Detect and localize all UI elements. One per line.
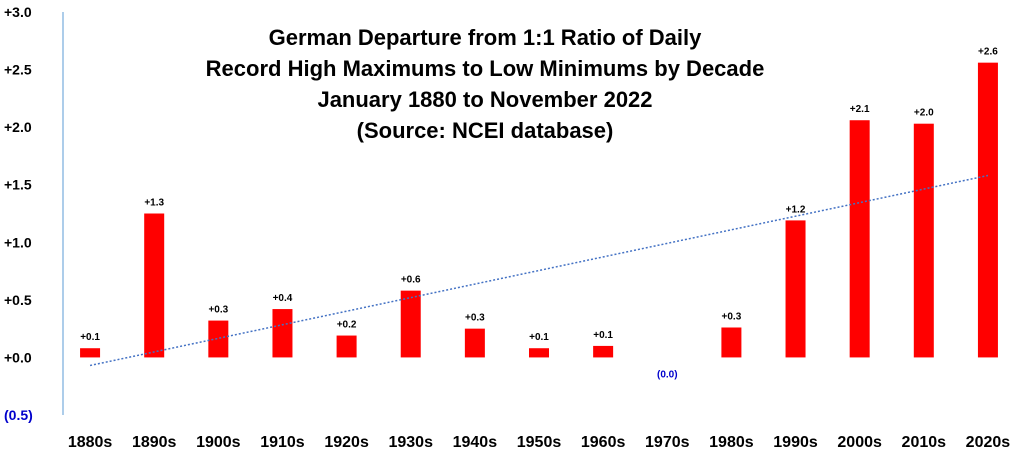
bars bbox=[80, 62, 998, 358]
x-tick-label: 2010s bbox=[902, 434, 947, 451]
data-label-1920s: +0.2 bbox=[337, 320, 357, 331]
chart-title-line-3: January 1880 to November 2022 bbox=[317, 87, 653, 112]
y-tick-label: +1.5 bbox=[4, 177, 32, 193]
chart-title-line-1: German Departure from 1:1 Ratio of Daily bbox=[268, 25, 702, 50]
data-label-1950s: +0.1 bbox=[529, 332, 549, 343]
x-tick-label: 2000s bbox=[837, 434, 882, 451]
data-label-1930s: +0.6 bbox=[401, 275, 421, 286]
bar-1940s bbox=[464, 328, 485, 358]
x-tick-label: 1950s bbox=[517, 434, 562, 451]
x-tick-label: 1960s bbox=[581, 434, 626, 451]
bar-1980s bbox=[721, 327, 742, 358]
x-tick-label: 1900s bbox=[196, 434, 241, 451]
x-tick-label: 1970s bbox=[645, 434, 690, 451]
y-axis-ticks: +3.0 +2.5 +2.0 +1.5 +1.0 +0.5 +0.0 (0.5) bbox=[4, 4, 33, 423]
y-tick-label: +0.5 bbox=[4, 292, 32, 308]
bar-1920s bbox=[336, 335, 357, 358]
x-tick-label: 1930s bbox=[388, 434, 433, 451]
data-label-1940s: +0.3 bbox=[465, 313, 485, 324]
data-label-2010s: +2.0 bbox=[914, 108, 934, 119]
x-tick-label: 1890s bbox=[132, 434, 177, 451]
data-labels: +0.1 +1.3 +0.3 +0.4 +0.2 +0.6 +0.3 +0.1 +0.1 (0.0… bbox=[80, 47, 998, 381]
bar-2020s bbox=[977, 62, 998, 358]
bar-1960s bbox=[593, 345, 614, 358]
y-tick-label: +3.0 bbox=[4, 4, 32, 20]
data-label-1960s: +0.1 bbox=[593, 330, 613, 341]
bar-2010s bbox=[913, 123, 934, 358]
data-label-1980s: +0.3 bbox=[722, 311, 742, 322]
x-tick-label: 1920s bbox=[324, 434, 369, 451]
bar-1880s bbox=[80, 348, 101, 358]
y-tick-label: +0.0 bbox=[4, 349, 32, 365]
data-label-1970s: (0.0) bbox=[657, 369, 678, 380]
x-tick-label: 1940s bbox=[453, 434, 498, 451]
x-tick-label: 1990s bbox=[773, 434, 818, 451]
y-tick-label: +2.5 bbox=[4, 62, 32, 78]
y-tick-label: (0.5) bbox=[4, 407, 33, 423]
y-tick-label: +1.0 bbox=[4, 234, 32, 250]
bar-1950s bbox=[529, 348, 549, 358]
x-tick-label: 1980s bbox=[709, 434, 754, 451]
bar-1990s bbox=[785, 220, 806, 358]
data-label-1910s: +0.4 bbox=[273, 293, 293, 304]
bar-2000s bbox=[849, 120, 870, 358]
data-label-1890s: +1.3 bbox=[144, 198, 164, 209]
y-tick-label: +2.0 bbox=[4, 119, 32, 135]
data-label-2000s: +2.1 bbox=[850, 104, 870, 115]
x-tick-label: 1910s bbox=[260, 434, 305, 451]
trendline bbox=[89, 174, 989, 367]
chart-title: German Departure from 1:1 Ratio of Daily… bbox=[160, 22, 810, 146]
chart-title-line-2: Record High Maximums to Low Minimums by … bbox=[205, 56, 765, 81]
bar-1930s bbox=[400, 290, 421, 358]
data-label-1990s: +1.2 bbox=[786, 204, 806, 215]
x-tick-label: 2020s bbox=[966, 434, 1011, 451]
data-label-1880s: +0.1 bbox=[80, 332, 100, 343]
chart-title-line-4: (Source: NCEI database) bbox=[356, 118, 614, 143]
bar-1900s bbox=[208, 320, 229, 358]
bar-1890s bbox=[144, 213, 165, 358]
x-tick-label: 1880s bbox=[68, 434, 113, 451]
data-label-2020s: +2.6 bbox=[978, 47, 998, 58]
data-label-1900s: +0.3 bbox=[208, 305, 228, 316]
bar-1910s bbox=[272, 309, 293, 358]
x-axis-ticks: 1880s 1890s 1900s 1910s 1920s 1930s 1940s 1950s… bbox=[68, 434, 1010, 451]
